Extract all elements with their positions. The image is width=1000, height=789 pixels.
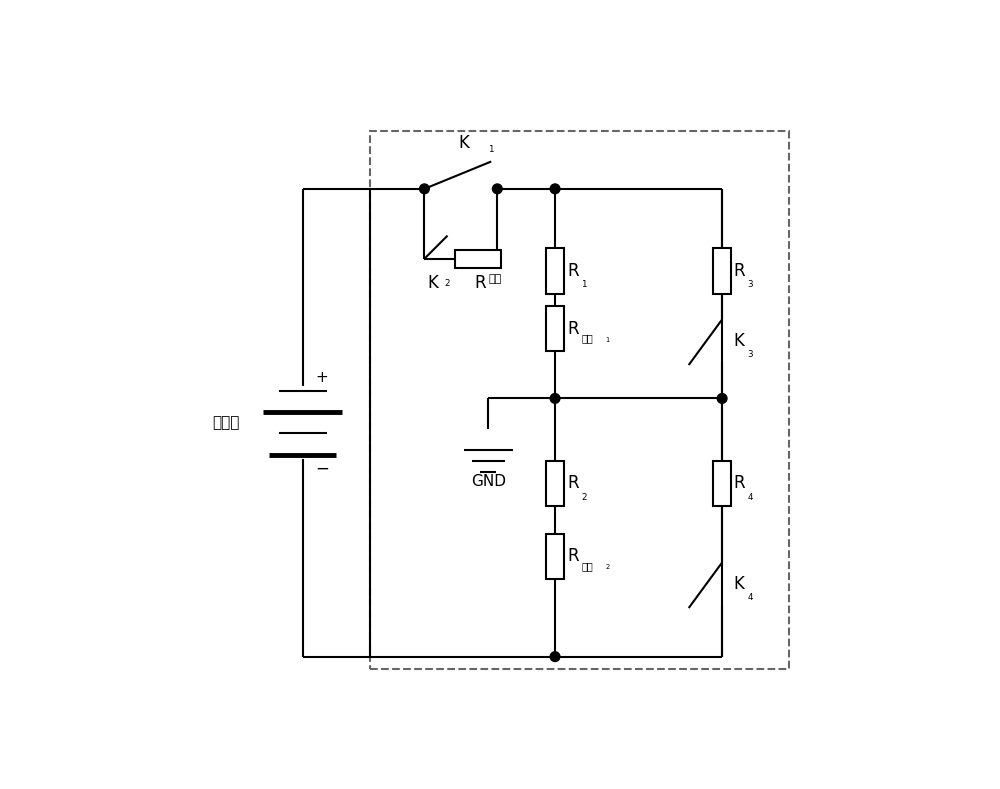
Text: GND: GND (471, 474, 506, 489)
Text: $_4$: $_4$ (747, 489, 754, 503)
Text: R: R (567, 474, 579, 492)
Text: R: R (567, 548, 579, 566)
Text: $_1$: $_1$ (581, 277, 588, 290)
Text: 预充: 预充 (489, 274, 502, 284)
Text: +: + (315, 370, 328, 385)
Text: $_2$: $_2$ (581, 489, 588, 503)
Text: R: R (733, 262, 745, 280)
Text: 采样: 采样 (581, 561, 593, 571)
Text: $_3$: $_3$ (747, 347, 754, 360)
Bar (546, 248, 564, 294)
Text: −: − (315, 459, 329, 477)
Text: K: K (733, 331, 744, 350)
Text: K: K (458, 134, 469, 152)
Text: R: R (567, 320, 579, 338)
Text: $_2$: $_2$ (444, 275, 451, 289)
Text: R: R (567, 262, 579, 280)
Circle shape (550, 394, 560, 403)
Circle shape (550, 652, 560, 661)
Text: K: K (733, 574, 744, 593)
Bar (546, 306, 564, 351)
Text: $_1$: $_1$ (488, 143, 495, 155)
Text: R: R (475, 274, 486, 292)
Text: $_3$: $_3$ (747, 277, 754, 290)
Bar (370, 131, 789, 669)
Bar (455, 249, 501, 267)
Circle shape (492, 184, 502, 194)
Text: $_2$: $_2$ (605, 563, 611, 573)
Bar (546, 461, 564, 507)
Circle shape (550, 184, 560, 194)
Text: K: K (427, 274, 438, 292)
Bar (546, 533, 564, 579)
Text: $_1$: $_1$ (605, 335, 611, 345)
Circle shape (717, 394, 727, 403)
Bar (713, 248, 731, 294)
Text: R: R (733, 474, 745, 492)
Text: $_4$: $_4$ (747, 590, 754, 603)
Text: 采样: 采样 (581, 334, 593, 343)
Bar (713, 461, 731, 507)
Text: 电池组: 电池组 (212, 415, 239, 430)
Circle shape (420, 184, 429, 194)
